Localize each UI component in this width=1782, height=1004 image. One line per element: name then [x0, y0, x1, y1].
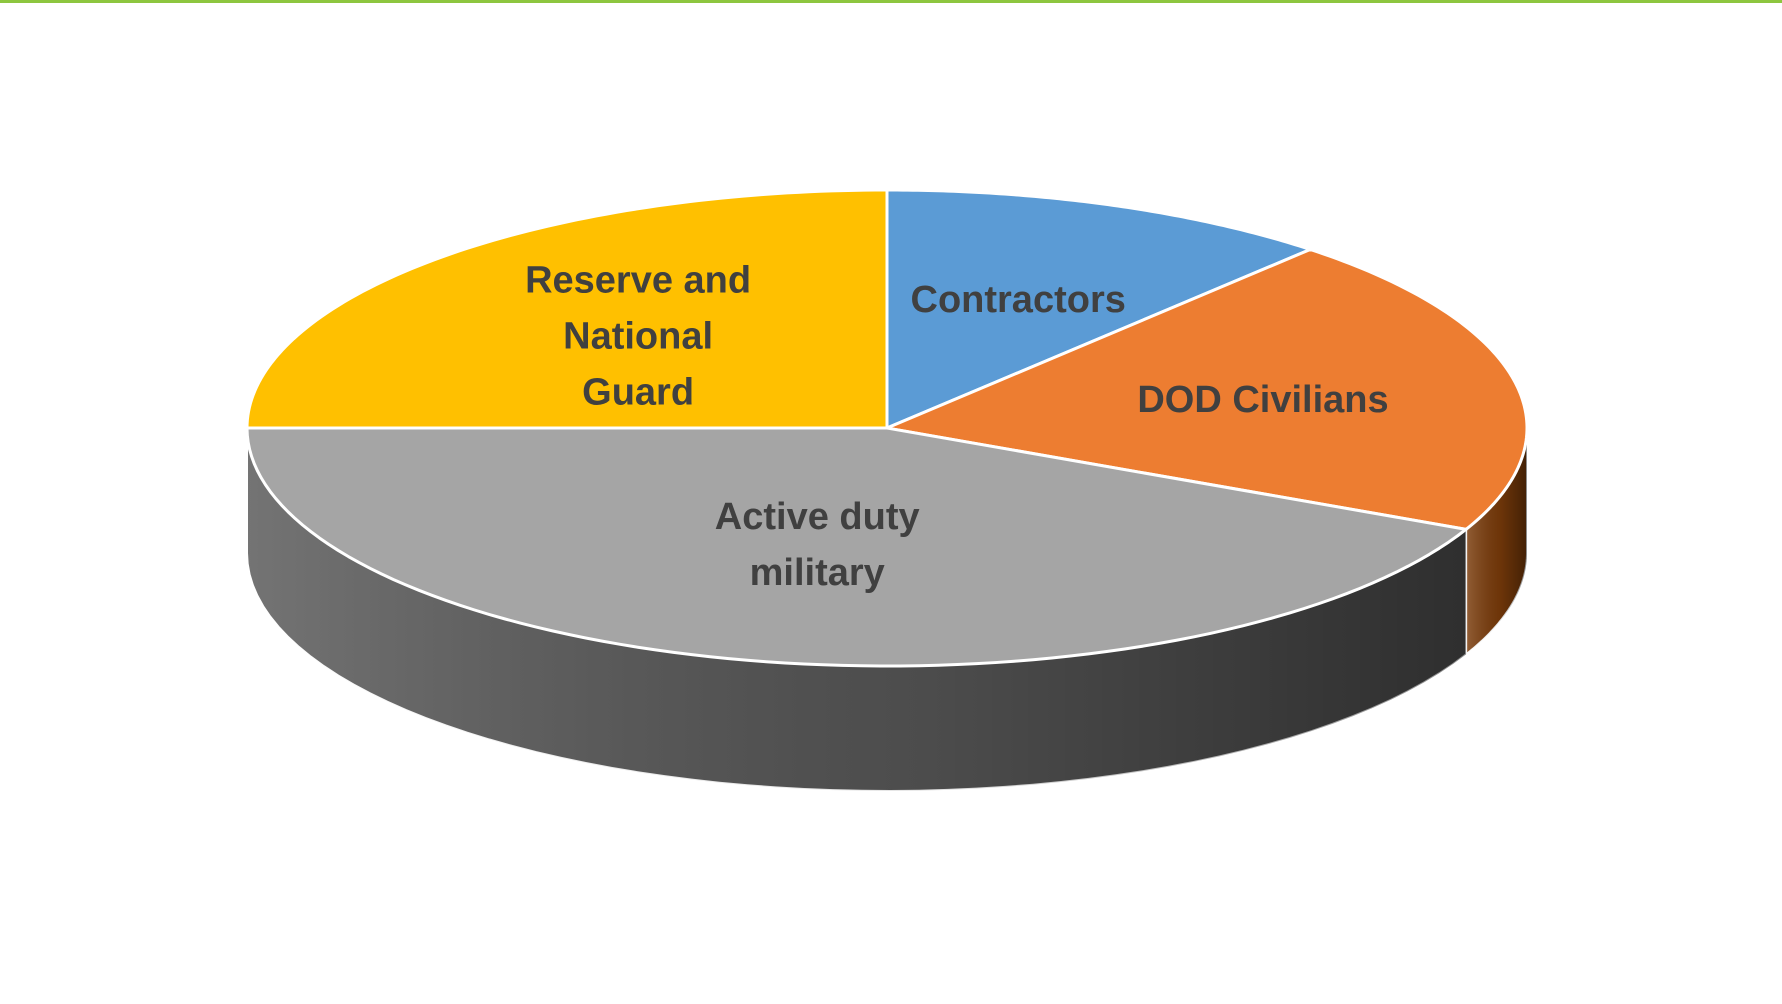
data-label-active-duty-military: Active duty military — [715, 496, 920, 594]
pie-slice-contractors — [885, 188, 1312, 430]
pie-side-shade-active-duty-military — [247, 428, 1467, 791]
data-label-line: DOD Civilians — [1137, 379, 1388, 421]
data-label-line: National — [563, 315, 713, 357]
pie-slice-dod-civilians — [885, 247, 1529, 531]
data-label-contractors: Contractors — [911, 279, 1126, 321]
data-label-line: Guard — [582, 371, 694, 413]
data-label-line: Reserve and — [525, 259, 751, 301]
data-label-dod-civilians: DOD Civilians — [1137, 379, 1388, 421]
data-label-line: Active duty — [715, 496, 920, 538]
top-accent-rule — [0, 0, 1782, 3]
data-label-line: military — [750, 552, 885, 594]
pie-slice-reserve-and-national-guard — [245, 188, 889, 430]
pie-slice-active-duty-military — [245, 426, 1468, 668]
pie-labels: Contractors DOD Civilians Active duty milit… — [525, 259, 1389, 594]
pie-side-shade-dod-civilians — [1466, 428, 1527, 655]
data-label-line: Contractors — [911, 279, 1126, 321]
data-label-reserve-and-national-guard: Reserve and National Guard — [525, 259, 751, 413]
pie-sides — [246, 427, 1528, 793]
pie-tops — [245, 188, 1529, 668]
